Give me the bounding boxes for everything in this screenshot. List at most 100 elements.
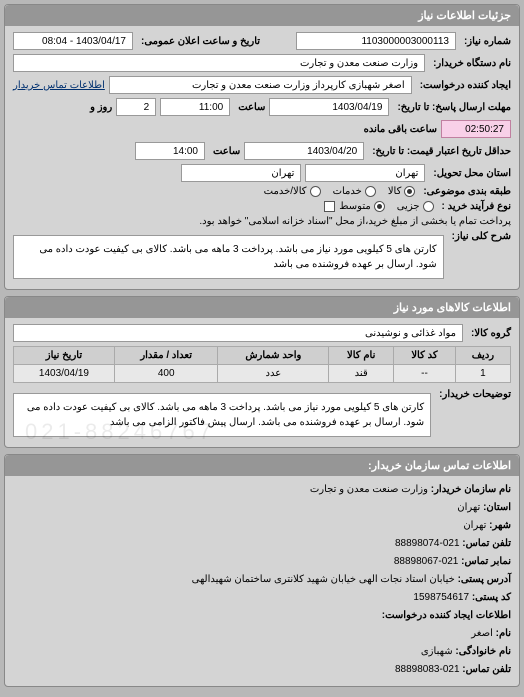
validity-date-field: 1403/04/20	[244, 142, 364, 160]
cell-qty: 400	[114, 365, 218, 383]
cell-name: قند	[329, 365, 394, 383]
row-buyer-device: نام دستگاه خریدار: وزارت صنعت معدن و تجا…	[13, 54, 511, 72]
delivery-province-field: تهران	[305, 164, 425, 182]
group-field: مواد غذائی و نوشیدنی	[13, 324, 463, 342]
panel-title: جزئیات اطلاعات نیاز	[5, 5, 519, 26]
col-row: ردیف	[455, 347, 510, 365]
buyer-desc-box: کارتن های 5 کیلویی مورد نیاز می باشد. پر…	[13, 393, 431, 437]
col-qty: تعداد / مقدار	[114, 347, 218, 365]
col-code: کد کالا	[394, 347, 456, 365]
deadline-label: مهلت ارسال پاسخ: تا تاریخ:	[397, 102, 511, 113]
fax-val: 021-88898067	[394, 556, 459, 567]
goods-panel: اطلاعات کالاهای مورد نیاز گروه کالا: موا…	[4, 296, 520, 448]
row-creator: ایجاد کننده درخواست: اصغر شهبازی کارپردا…	[13, 76, 511, 94]
group-label: گروه کالا:	[471, 328, 511, 339]
row-req-no: شماره نیاز: 1103000003000113 تاریخ و ساع…	[13, 32, 511, 50]
postcode-val: 1598754617	[413, 592, 469, 603]
goods-body: گروه کالا: مواد غذائی و نوشیدنی ردیف کد …	[5, 318, 519, 447]
cphone-val: 021-88898083	[395, 664, 460, 675]
table-header-row: ردیف کد کالا نام کالا واحد شمارش تعداد /…	[14, 347, 511, 365]
validity-label: حداقل تاریخ اعتبار قیمت: تا تاریخ:	[372, 146, 511, 157]
countdown-field: 02:50:27	[441, 120, 511, 138]
table-row[interactable]: 1 -- قند عدد 400 1403/04/19	[14, 365, 511, 383]
fname-val: اصغر	[471, 628, 493, 639]
delivery-province-label: استان محل تحویل:	[433, 168, 511, 179]
budget-goods-label: کالا	[388, 186, 402, 197]
province-label: استان:	[483, 502, 511, 513]
row-buyer-desc: توضیحات خریدار: کارتن های 5 کیلویی مورد …	[13, 389, 511, 437]
city-val: تهران	[463, 520, 486, 531]
radio-icon	[423, 201, 434, 212]
budget-services-label: خدمات	[333, 186, 362, 197]
deadline-time-label: ساعت	[238, 102, 265, 113]
budget-label: طبقه بندی موضوعی:	[423, 186, 511, 197]
budget-goods-radio[interactable]: کالا	[388, 186, 416, 197]
radio-checked-icon	[404, 186, 415, 197]
phone-val: 021-88898074	[395, 538, 460, 549]
days-field: 2	[116, 98, 156, 116]
radio-icon	[310, 186, 321, 197]
budget-both-label: کالا/خدمت	[264, 186, 307, 197]
days-label: روز و	[90, 102, 112, 113]
contacts-panel-title: اطلاعات تماس سازمان خریدار:	[5, 455, 519, 476]
cphone-label: تلفن تماس:	[462, 664, 511, 675]
org-name: وزارت صنعت معدن و تجارت	[310, 484, 428, 495]
process-medium-label: متوسط	[339, 201, 370, 212]
cell-row: 1	[455, 365, 510, 383]
process-medium-radio[interactable]: متوسط	[339, 201, 384, 212]
process-label: نوع فرآیند خرید :	[442, 201, 511, 212]
radio-icon	[365, 186, 376, 197]
remaining-label: ساعت باقی مانده	[364, 124, 437, 135]
budget-radio-group: کالا خدمات کالا/خدمت	[264, 186, 416, 197]
creator-field: اصغر شهبازی کارپرداز وزارت صنعت معدن و ت…	[109, 76, 412, 94]
creator-section-label: اطلاعات ایجاد کننده درخواست:	[382, 610, 511, 621]
row-delivery: استان محل تحویل: تهران تهران	[13, 164, 511, 182]
radio-checked-icon	[374, 201, 385, 212]
goods-table: ردیف کد کالا نام کالا واحد شمارش تعداد /…	[13, 346, 511, 383]
city-label: شهر:	[489, 520, 511, 531]
cell-code: --	[394, 365, 456, 383]
postcode-label: کد پستی:	[472, 592, 511, 603]
budget-both-radio[interactable]: کالا/خدمت	[264, 186, 321, 197]
lname-label: نام خانوادگی:	[455, 646, 511, 657]
validity-time-field: 14:00	[135, 142, 205, 160]
phone-label: تلفن تماس:	[462, 538, 511, 549]
treasury-checkbox[interactable]	[324, 201, 335, 212]
row-budget: طبقه بندی موضوعی: کالا خدمات کالا/خدمت	[13, 186, 511, 197]
fax-label: نمابر تماس:	[461, 556, 511, 567]
fname-label: نام:	[496, 628, 511, 639]
budget-services-radio[interactable]: خدمات	[333, 186, 376, 197]
req-no-label: شماره نیاز:	[464, 36, 511, 47]
row-validity: حداقل تاریخ اعتبار قیمت: تا تاریخ: 1403/…	[13, 142, 511, 160]
buyer-device-field: وزارت صنعت معدن و تجارت	[13, 54, 425, 72]
contact-link[interactable]: اطلاعات تماس خریدار	[13, 80, 105, 91]
process-minor-radio[interactable]: جزیی	[397, 201, 434, 212]
col-date: تاریخ نیاز	[14, 347, 115, 365]
process-note: پرداخت تمام یا بخشی از مبلغ خرید،از محل …	[199, 216, 511, 227]
col-name: نام کالا	[329, 347, 394, 365]
deadline-date-field: 1403/04/19	[269, 98, 389, 116]
col-unit: واحد شمارش	[218, 347, 329, 365]
creator-label: ایجاد کننده درخواست:	[420, 80, 511, 91]
row-overall-desc: شرح کلی نیاز: کارتن های 5 کیلویی مورد نی…	[13, 231, 511, 279]
validity-time-label: ساعت	[213, 146, 240, 157]
contacts-body: نام سازمان خریدار: وزارت صنعت معدن و تجا…	[5, 476, 519, 686]
contacts-panel: اطلاعات تماس سازمان خریدار: نام سازمان خ…	[4, 454, 520, 687]
info-body: شماره نیاز: 1103000003000113 تاریخ و ساع…	[5, 26, 519, 289]
pub-datetime-label: تاریخ و ساعت اعلان عمومی:	[141, 36, 260, 47]
row-deadline: مهلت ارسال پاسخ: تا تاریخ: 1403/04/19 سا…	[13, 98, 511, 138]
process-radio-group: جزیی متوسط	[339, 201, 433, 212]
org-name-label: نام سازمان خریدار:	[431, 484, 511, 495]
req-no-field: 1103000003000113	[296, 32, 456, 50]
province-val: تهران	[457, 502, 480, 513]
delivery-city-field: تهران	[181, 164, 301, 182]
pub-datetime-field: 1403/04/17 - 08:04	[13, 32, 133, 50]
process-minor-label: جزیی	[397, 201, 420, 212]
cell-unit: عدد	[218, 365, 329, 383]
row-group: گروه کالا: مواد غذائی و نوشیدنی	[13, 324, 511, 342]
goods-panel-title: اطلاعات کالاهای مورد نیاز	[5, 297, 519, 318]
buyer-device-label: نام دستگاه خریدار:	[433, 58, 511, 69]
row-process: نوع فرآیند خرید : جزیی متوسط پرداخت تمام…	[13, 201, 511, 227]
lname-val: شهبازی	[421, 646, 453, 657]
overall-label: شرح کلی نیاز:	[452, 231, 511, 242]
